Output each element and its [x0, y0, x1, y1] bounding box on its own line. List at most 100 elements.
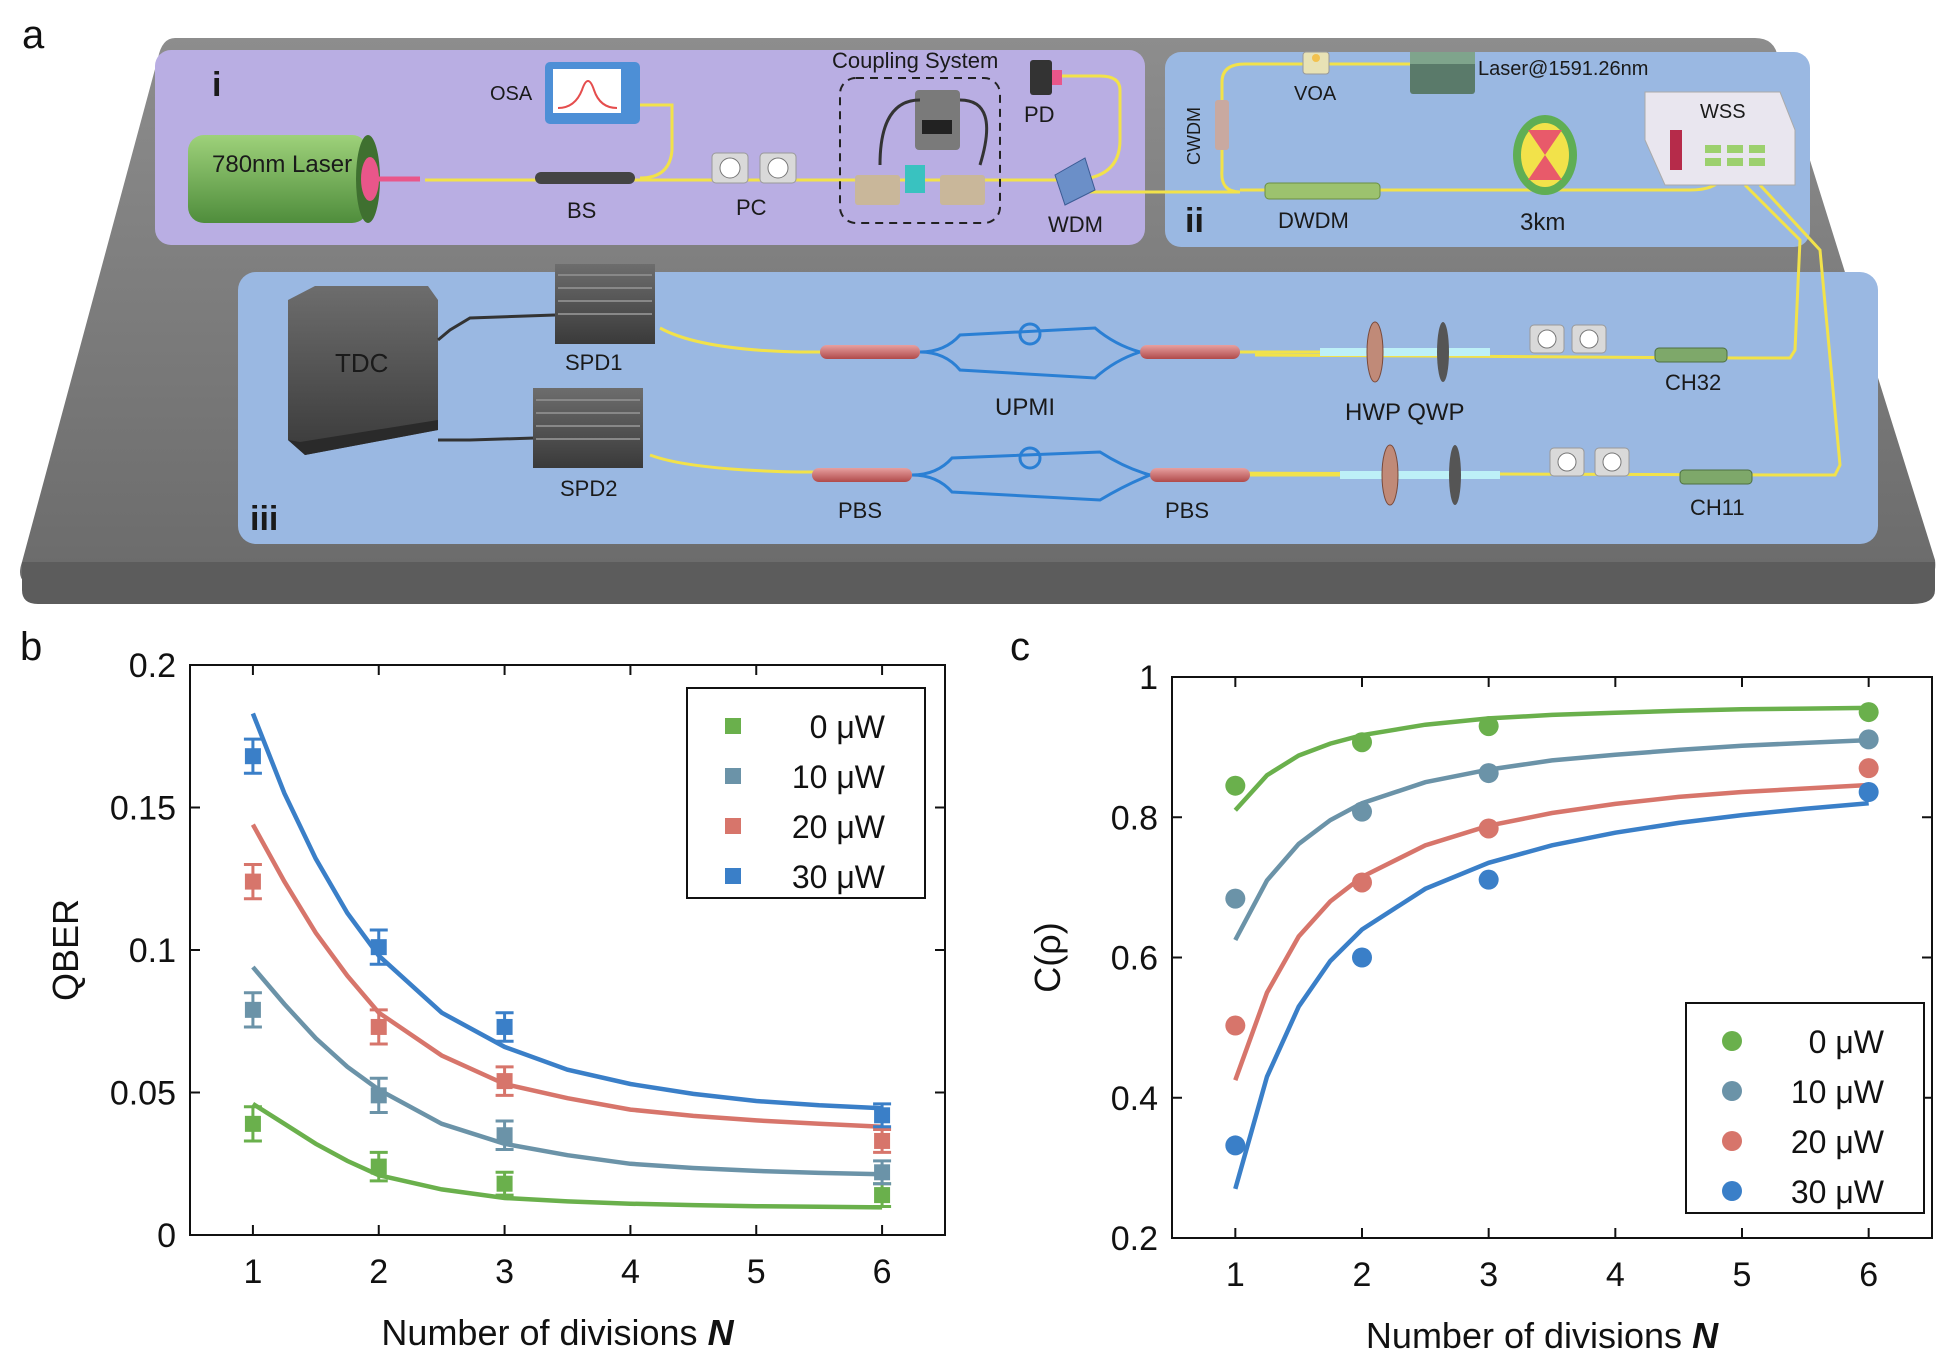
legend-label: 10 μW	[1791, 1074, 1885, 1110]
legend-label: 10 μW	[792, 759, 886, 795]
base-board-edge	[22, 562, 1935, 604]
x-tick-label: 1	[243, 1253, 262, 1291]
fit-line-series-3	[250, 712, 883, 1111]
y-tick-label: 0.1	[129, 932, 176, 970]
data-point-series-0	[370, 1158, 387, 1175]
data-point-series-1	[496, 1127, 513, 1144]
y-axis-title: C(ρ)	[1027, 922, 1068, 992]
label-pd: PD	[1024, 102, 1055, 127]
label-coupling: Coupling System	[832, 48, 998, 73]
chart-concurrence: 1 2 3 4 5 6 0.2 0.4 0.6 0.8 1 Number of divisions N…	[1027, 659, 1933, 1356]
pd-device: PD	[1024, 60, 1062, 127]
data-point-series-3	[1478, 869, 1499, 890]
tdc-device: TDC	[288, 286, 556, 455]
data-point-series-1	[1478, 763, 1499, 784]
data-point-series-3	[1225, 1135, 1246, 1156]
label-pc: PC	[736, 195, 767, 220]
data-point-series-1	[874, 1164, 891, 1181]
label-dwdm: DWDM	[1278, 208, 1349, 233]
label-ch11: CH11	[1690, 495, 1745, 520]
data-point-series-1	[370, 1087, 387, 1104]
panel-letter-a: a	[22, 13, 45, 57]
y-tick-label: 0.8	[1111, 799, 1158, 837]
legend-label: 30 μW	[1791, 1174, 1885, 1210]
legend-marker	[1722, 1131, 1742, 1151]
legend-marker	[1722, 1181, 1742, 1201]
data-point-series-2	[1478, 818, 1499, 839]
x-tick-label: 4	[1606, 1256, 1625, 1294]
legend-marker	[725, 818, 741, 834]
voa-device: VOA	[1294, 51, 1337, 105]
legend-label: 20 μW	[1791, 1124, 1885, 1160]
laser-1591-device: Laser@1591.26nm	[1410, 52, 1648, 94]
section-label-iii: iii	[250, 500, 278, 538]
section-label-ii: ii	[1185, 202, 1204, 240]
chart-qber: 1 2 3 4 5 6 0 0.05 0.1 0.15 0.2 Number of divisions…	[45, 647, 946, 1353]
legend-marker	[725, 768, 741, 784]
label-tdc: TDC	[335, 348, 388, 378]
label-laser780: 780nm Laser	[212, 151, 352, 178]
wss-device: WSS	[1644, 91, 1796, 186]
label-voa: VOA	[1294, 83, 1337, 105]
fit-line-series-3	[1233, 800, 1869, 1190]
legend-label: 20 μW	[792, 809, 886, 845]
section-label-i: i	[212, 66, 221, 104]
label-hwp-qwp: HWP QWP	[1345, 399, 1465, 426]
y-tick-label: 0.4	[1111, 1080, 1158, 1118]
fit-line-series-1	[1233, 737, 1869, 942]
setup-panel: a i ii iii 780nm Laser	[20, 13, 1936, 604]
fit-line-series-0	[251, 1101, 883, 1210]
legend-marker	[725, 868, 741, 884]
y-tick-label: 0.6	[1111, 940, 1158, 978]
data-point-series-2	[370, 1018, 387, 1035]
x-tick-label: 3	[495, 1253, 514, 1291]
x-tick-label: 4	[621, 1253, 640, 1291]
legend-label: 0 μW	[1809, 1024, 1885, 1060]
data-point-series-0	[1352, 732, 1372, 753]
label-cwdm: CWDM	[1184, 107, 1204, 165]
x-tick-label: 3	[1479, 1256, 1498, 1294]
data-point-series-2	[244, 873, 261, 890]
data-point-series-2	[874, 1132, 891, 1149]
x-tick-label: 1	[1226, 1256, 1245, 1294]
legend-label: 30 μW	[792, 859, 886, 895]
pc-row-2	[1549, 447, 1630, 477]
data-point-series-3	[874, 1107, 891, 1124]
fiber-spool: 3km	[1513, 115, 1577, 236]
data-point-series-0	[244, 1115, 261, 1132]
data-point-series-3	[244, 748, 261, 765]
data-point-series-1	[1225, 888, 1246, 909]
legend-marker	[1722, 1031, 1742, 1051]
y-tick-label: 0.05	[110, 1075, 176, 1113]
x-axis-title: Number of divisions N	[1366, 1315, 1719, 1356]
data-point-series-0	[1225, 775, 1246, 796]
label-wss: WSS	[1700, 101, 1746, 123]
label-upmi: UPMI	[995, 394, 1055, 421]
x-axis-title: Number of divisions N	[381, 1312, 734, 1353]
dwdm-device: DWDM	[1264, 182, 1381, 233]
waveplates-1: HWP QWP	[1320, 321, 1490, 426]
y-tick-label: 0	[157, 1217, 176, 1255]
legend: 0 μW 10 μW 20 μW 30 μW	[1685, 1002, 1925, 1214]
legend: 0 μW 10 μW 20 μW 30 μW	[686, 687, 926, 899]
y-tick-label: 1	[1139, 659, 1158, 697]
x-tick-label: 6	[873, 1253, 892, 1291]
data-point-series-3	[496, 1018, 513, 1035]
data-point-series-2	[496, 1073, 513, 1090]
section-iii-panel	[238, 272, 1878, 544]
label-pbs-right: PBS	[1165, 498, 1209, 523]
cwdm-device: CWDM	[1184, 100, 1229, 165]
data-point-series-0	[874, 1187, 891, 1204]
y-tick-label: 0.15	[110, 790, 176, 828]
data-point-series-1	[244, 1001, 261, 1018]
data-point-series-0	[1858, 702, 1879, 723]
y-tick-label: 0.2	[1111, 1220, 1158, 1258]
y-axis-title: QBER	[45, 899, 86, 1001]
y-tick-label: 0.2	[129, 647, 176, 685]
data-point-series-1	[1352, 801, 1372, 822]
data-point-series-0	[1478, 716, 1499, 737]
label-spd2: SPD2	[560, 476, 617, 501]
legend-label: 0 μW	[810, 709, 886, 745]
label-ch32: CH32	[1665, 370, 1721, 395]
